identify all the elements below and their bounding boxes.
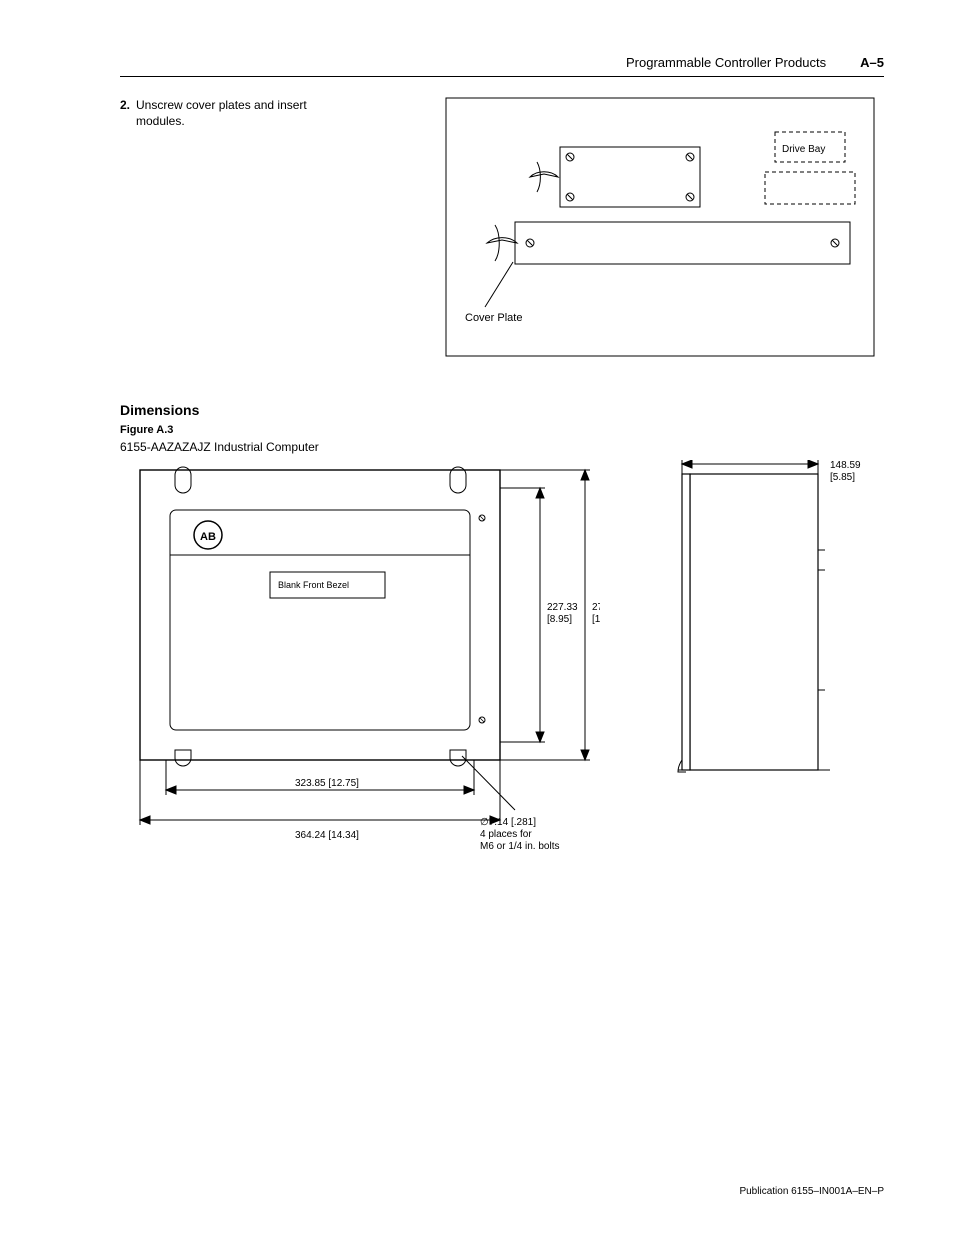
svg-text:AB: AB xyxy=(200,531,216,543)
figure-2-front-svg: AB Blank Front Bezel 276.35 [10.88] xyxy=(120,460,600,880)
header-title: Programmable Controller Products xyxy=(626,55,826,70)
svg-text:[5.85]: [5.85] xyxy=(830,472,855,483)
footer: Publication 6155–IN001A–EN–P xyxy=(739,1186,884,1197)
instruction-text-2: modules. xyxy=(136,114,185,128)
svg-text:∅7.14 [.281]: ∅7.14 [.281] xyxy=(480,817,536,828)
svg-text:Drive Bay: Drive Bay xyxy=(782,144,825,155)
cover-plate-label: Cover Plate xyxy=(465,312,522,324)
svg-text:148.59: 148.59 xyxy=(830,460,861,471)
svg-text:364.24 [14.34]: 364.24 [14.34] xyxy=(295,830,359,841)
dim-h-mm: 276.35 xyxy=(592,602,600,613)
instruction-block: 2.Unscrew cover plates and insert module… xyxy=(120,97,405,129)
header-page-number: A–5 xyxy=(860,55,884,70)
footer-pub: Publication 6155–IN001A–EN–P xyxy=(739,1186,884,1197)
figure-2-subcaption: 6155-AAZAZAJZ Industrial Computer xyxy=(120,440,884,454)
header-rule xyxy=(120,76,884,77)
figure-2-side-svg: 148.59 [5.85] xyxy=(660,460,870,840)
svg-text:M6 or 1/4 in. bolts: M6 or 1/4 in. bolts xyxy=(480,841,559,852)
figure-2: AB Blank Front Bezel 276.35 [10.88] xyxy=(120,460,884,880)
svg-text:[10.88]: [10.88] xyxy=(592,614,600,625)
svg-text:4 places for: 4 places for xyxy=(480,829,532,840)
page-header: Programmable Controller Products A–5 xyxy=(120,55,884,70)
figure-2-caption: Figure A.3 xyxy=(120,424,884,436)
figure-1-svg: Cover Plate Drive Bay xyxy=(445,97,875,357)
dimensions-heading: Dimensions xyxy=(120,402,884,418)
svg-text:323.85 [12.75]: 323.85 [12.75] xyxy=(295,778,359,789)
page: Programmable Controller Products A–5 2.U… xyxy=(0,0,954,1235)
svg-text:Blank Front Bezel: Blank Front Bezel xyxy=(278,580,349,590)
figure-1: Cover Plate Drive Bay xyxy=(445,97,884,362)
instruction-text-1: Unscrew cover plates and insert xyxy=(136,98,307,112)
svg-text:[8.95]: [8.95] xyxy=(547,614,572,625)
dim-h-in: 10.88 xyxy=(595,614,600,625)
svg-text:227.33: 227.33 xyxy=(547,602,578,613)
svg-text:276.35: 276.35 xyxy=(592,602,600,613)
instruction-number: 2. xyxy=(120,97,136,113)
